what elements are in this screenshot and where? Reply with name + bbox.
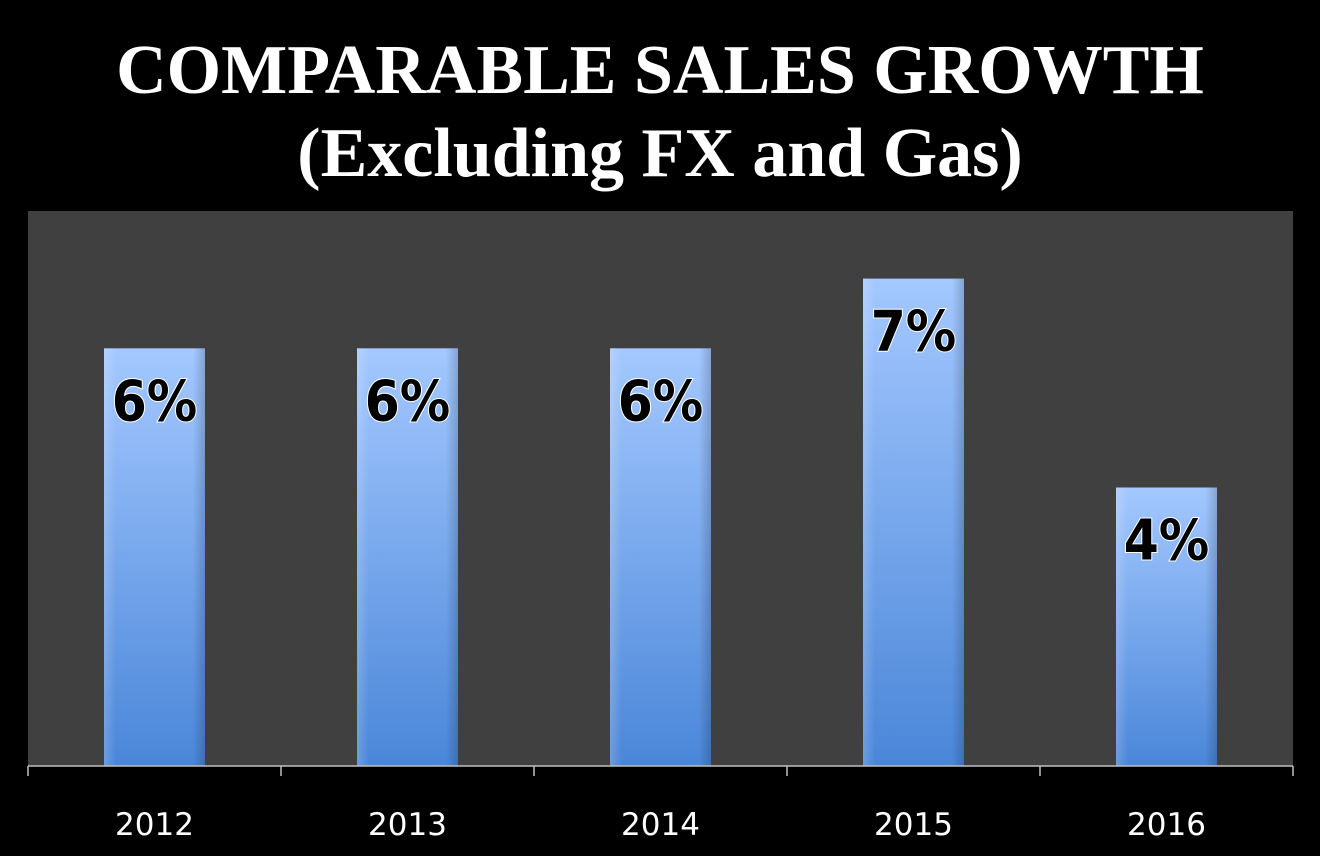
- bar-shading-2016: [1116, 487, 1217, 766]
- bar-shading-2012: [104, 348, 205, 767]
- chart-subtitle: (Excluding FX and Gas): [297, 115, 1022, 192]
- bar-shading-2015: [863, 278, 964, 766]
- bar-shading-2014: [610, 348, 711, 767]
- x-tick-label-2015: 2015: [874, 807, 953, 843]
- data-label-2012: 6%: [112, 369, 198, 434]
- x-axis: 2012 2013 2014 2015 2016: [27, 765, 1294, 843]
- bars-group: [104, 278, 1217, 767]
- data-label-2016: 4%: [1124, 509, 1210, 574]
- data-label-2013: 6%: [365, 369, 451, 434]
- x-tick-label-2014: 2014: [621, 807, 700, 843]
- data-label-2014: 6%: [618, 369, 704, 434]
- x-tick-label-2016: 2016: [1127, 807, 1206, 843]
- bar-shading-2013: [357, 348, 458, 767]
- x-tick-label-2013: 2013: [368, 807, 447, 843]
- data-labels-group: 6% 6% 6% 7% 4%: [111, 299, 1211, 575]
- data-label-2015: 7%: [871, 300, 957, 365]
- chart-title: COMPARABLE SALES GROWTH: [116, 32, 1204, 109]
- x-tick-label-2012: 2012: [115, 807, 194, 843]
